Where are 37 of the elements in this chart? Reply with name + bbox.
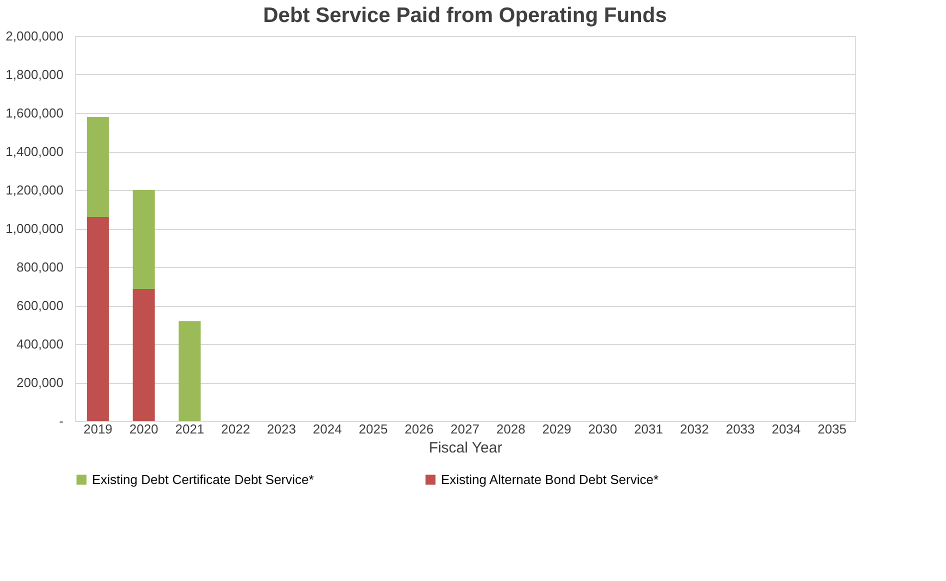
x-tick-label: 2021 [175, 422, 204, 436]
legend-label: Existing Alternate Bond Debt Service* [441, 472, 659, 487]
x-tick-label: 2020 [129, 422, 158, 436]
y-tick-label: 200,000 [16, 375, 64, 390]
x-tick-label: 2032 [680, 422, 709, 436]
bar [132, 288, 155, 421]
y-tick-label: 1,200,000 [6, 182, 64, 198]
y-tick-label: 1,600,000 [6, 106, 64, 120]
y-tick-label: - [59, 414, 64, 428]
y-tick-label: 1,000,000 [6, 221, 64, 236]
y-tick-label: 800,000 [16, 260, 64, 274]
y-tick-label: 400,000 [16, 336, 64, 352]
y-tick-label: 1,400,000 [6, 144, 64, 159]
x-tick-label: 2028 [496, 422, 526, 436]
bar [132, 190, 155, 289]
x-tick-label: 2019 [83, 422, 112, 436]
x-tick-label: 2029 [542, 422, 572, 436]
chart-title: Debt Service Paid from Operating Funds [263, 4, 667, 27]
x-tick-label: 2024 [312, 422, 342, 436]
x-tick-label: 2035 [818, 422, 847, 436]
bar [178, 321, 201, 421]
legend-label: Existing Debt Certificate Debt Service* [92, 472, 314, 487]
x-tick-label: 2023 [267, 422, 296, 436]
x-tick-label: 2031 [634, 422, 663, 436]
x-tick-label: 2026 [404, 422, 434, 436]
x-tick-label: 2034 [772, 422, 801, 436]
bar [86, 117, 109, 217]
y-tick-label: 600,000 [16, 298, 64, 313]
x-tick-label: 2033 [726, 422, 755, 436]
x-tick-label: 2022 [221, 422, 250, 436]
bar [86, 216, 109, 421]
x-tick-label: 2027 [450, 422, 480, 436]
x-tick-label: 2025 [358, 422, 388, 436]
x-tick-label: 2030 [588, 422, 618, 436]
y-tick-label: 2,000,000 [6, 28, 64, 44]
x-axis-title: Fiscal Year [428, 440, 502, 456]
y-tick-label: 1,800,000 [6, 67, 64, 82]
